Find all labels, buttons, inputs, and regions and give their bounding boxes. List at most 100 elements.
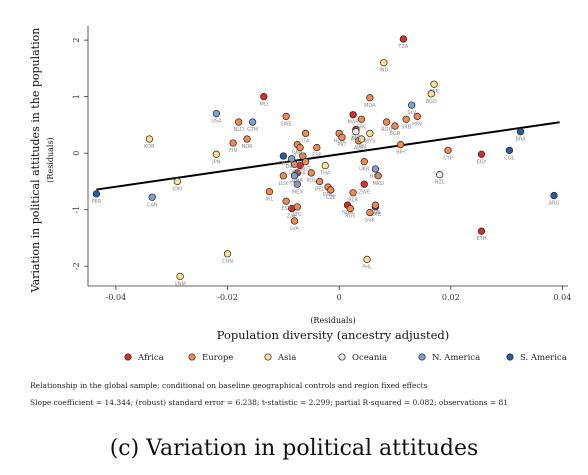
point-label: CYP xyxy=(443,155,452,161)
point-asia xyxy=(223,250,232,258)
point-label: HND xyxy=(370,174,382,180)
point-europe xyxy=(315,177,324,186)
point-oceania xyxy=(352,128,360,136)
point-europe xyxy=(265,187,274,196)
point-label: POL xyxy=(306,178,316,184)
point-n-america xyxy=(290,172,299,180)
point-europe xyxy=(282,112,290,121)
point-asia xyxy=(212,150,221,158)
point-label: NOR xyxy=(241,144,253,150)
point-label: MYS xyxy=(365,138,376,144)
point-label: ZMB xyxy=(370,212,382,218)
point-europe xyxy=(382,118,391,126)
point-europe xyxy=(296,143,304,152)
point-europe xyxy=(235,118,243,126)
axes: -0.04 -0.02 0 0.02 0.04 -2 -1 0 1 2 xyxy=(72,26,571,302)
point-label: MEX xyxy=(292,189,303,195)
data-points: TZAMLIEGYETHMARNGAZAFGHAZMBZWERWABFANORS… xyxy=(92,35,560,287)
point-asia xyxy=(363,255,371,264)
point-asia xyxy=(173,177,181,186)
figure-caption: (c) Variation in political attitudes xyxy=(109,436,479,461)
y-tick-label: -1 xyxy=(72,206,81,214)
point-label: PER xyxy=(92,199,102,205)
point-label: EGY xyxy=(477,159,488,165)
note-line-2: Slope coefficient = 14.344; (robust) sta… xyxy=(30,398,509,407)
point-label: NZL xyxy=(435,180,445,186)
point-europe xyxy=(371,201,380,209)
point-europe xyxy=(349,189,357,197)
legend-marker xyxy=(124,353,132,361)
point-asia xyxy=(357,135,366,143)
point-n-america xyxy=(288,155,296,163)
point-label: GRC xyxy=(356,124,367,130)
point-label: AUT xyxy=(301,167,312,173)
point-europe xyxy=(293,203,301,211)
point-label: IRL xyxy=(266,197,274,203)
legend-label: Oceania xyxy=(352,353,387,363)
point-europe xyxy=(366,208,374,217)
legend-marker xyxy=(506,353,514,361)
x-tick-label: 0 xyxy=(337,293,342,302)
y-axis-label: Variation in political attitudes in the … xyxy=(29,28,42,294)
point-label: LVA xyxy=(290,226,299,232)
x-tick-label: -0.04 xyxy=(106,293,127,302)
point-n-america xyxy=(293,180,301,188)
point-label: NLD xyxy=(234,127,245,133)
legend-label: N. America xyxy=(432,353,480,363)
point-europe xyxy=(327,186,335,194)
point-label: MKD xyxy=(373,181,385,187)
point-europe xyxy=(346,204,354,213)
fit-line-group xyxy=(96,121,560,191)
point-label: MDA xyxy=(364,103,376,109)
point-label: CAN xyxy=(147,202,158,208)
point-label: ITA xyxy=(302,138,310,144)
point-europe xyxy=(357,115,366,123)
point-asia xyxy=(145,135,154,143)
point-label: ZAF xyxy=(287,214,297,220)
point-label: IRN xyxy=(357,144,366,150)
point-asia xyxy=(321,161,329,170)
point-label: USA xyxy=(211,119,222,125)
point-label: IDN xyxy=(173,186,182,192)
x-axis-sub-label: (Residuals) xyxy=(310,316,355,325)
point-europe xyxy=(396,141,405,149)
point-label: CHE xyxy=(295,153,305,159)
point-label: IND xyxy=(379,68,388,74)
point-label: ALB xyxy=(354,146,364,152)
legend-label: Africa xyxy=(137,353,164,363)
point-label: BGR xyxy=(390,131,401,137)
legend-marker xyxy=(418,353,426,361)
point-s-america xyxy=(92,190,101,198)
point-europe xyxy=(243,135,251,143)
point-label: THA xyxy=(319,171,331,177)
point-label: BFA xyxy=(351,134,361,140)
point-africa xyxy=(349,111,357,119)
point-oceania xyxy=(435,171,444,179)
legend-label: Europe xyxy=(202,353,233,363)
point-europe xyxy=(444,146,452,154)
point-africa xyxy=(477,150,486,158)
point-europe xyxy=(282,197,290,205)
point-asia xyxy=(380,59,388,67)
point-label: KOR xyxy=(144,144,155,150)
point-europe xyxy=(413,112,421,121)
legend-marker xyxy=(188,353,196,361)
point-europe xyxy=(338,133,346,141)
scatter-chart: -0.04 -0.02 0 0.02 0.04 -2 -1 0 1 2 TZA MLI EGY ETH M… xyxy=(29,26,571,363)
point-label: GBR xyxy=(292,150,303,156)
point-label: NGA xyxy=(342,210,354,216)
point-label: CHL xyxy=(278,161,288,167)
point-label: FIN xyxy=(229,148,237,154)
point-label: PRT xyxy=(337,142,347,148)
point-label: ZWE xyxy=(359,189,371,195)
legend-marker xyxy=(338,353,346,361)
point-europe xyxy=(307,169,315,177)
point-label: CZE xyxy=(326,195,336,201)
point-europe xyxy=(374,172,382,180)
point-europe xyxy=(302,129,310,138)
fit-line xyxy=(96,121,560,191)
point-n-america xyxy=(408,101,416,109)
point-label: SVK xyxy=(365,218,376,224)
point-n-america xyxy=(371,165,380,173)
point-s-america xyxy=(505,146,514,154)
